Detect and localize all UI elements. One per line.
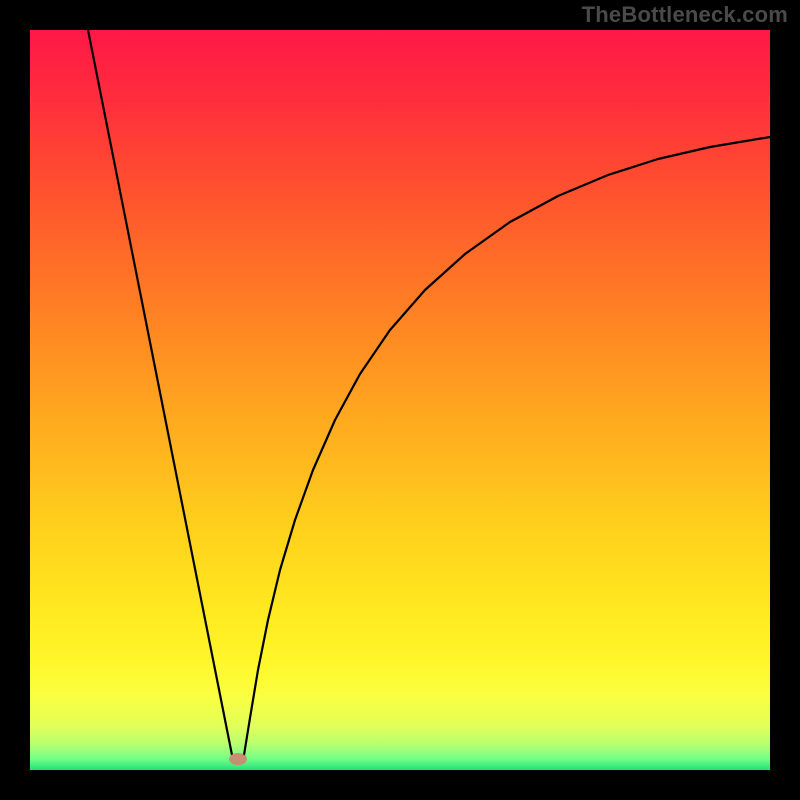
bottleneck-marker bbox=[229, 753, 247, 765]
watermark-label: TheBottleneck.com bbox=[582, 2, 788, 28]
chart-frame: TheBottleneck.com bbox=[0, 0, 800, 800]
plot-background bbox=[30, 30, 770, 770]
bottleneck-chart bbox=[0, 0, 800, 800]
